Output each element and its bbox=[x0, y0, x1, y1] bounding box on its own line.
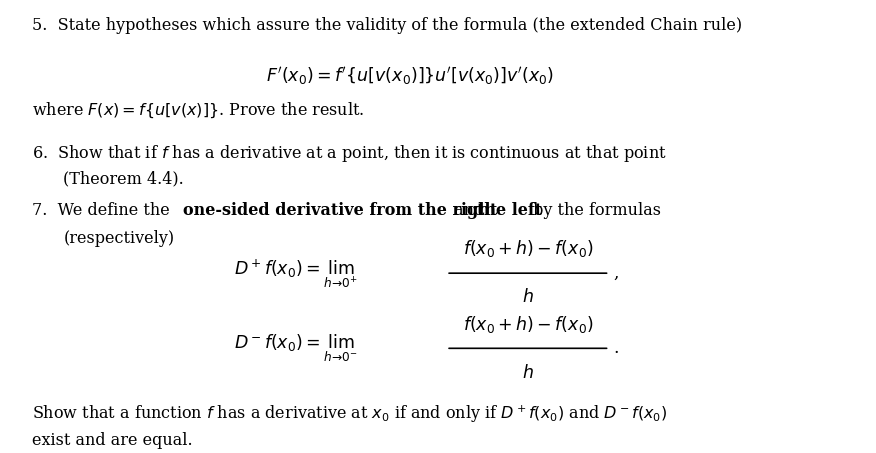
Text: and: and bbox=[449, 202, 489, 219]
Text: .: . bbox=[613, 340, 619, 357]
Text: (Theorem 4.4).: (Theorem 4.4). bbox=[63, 170, 184, 187]
Text: $h$: $h$ bbox=[522, 289, 533, 307]
Text: $F'(x_0) = f'\{u[v(x_0)]\}u'[v(x_0)]v'(x_0)$: $F'(x_0) = f'\{u[v(x_0)]\}u'[v(x_0)]v'(x… bbox=[265, 66, 554, 87]
Text: $h$: $h$ bbox=[522, 364, 533, 381]
Text: the left: the left bbox=[477, 202, 542, 219]
Text: exist and are equal.: exist and are equal. bbox=[32, 432, 193, 449]
Text: 7.  We define the: 7. We define the bbox=[32, 202, 175, 219]
Text: by the formulas: by the formulas bbox=[528, 202, 661, 219]
Text: $D^-f(x_0) = \lim_{h \to 0^-}$: $D^-f(x_0) = \lim_{h \to 0^-}$ bbox=[234, 333, 357, 364]
Text: $f(x_0 + h) - f(x_0)$: $f(x_0 + h) - f(x_0)$ bbox=[463, 313, 593, 334]
Text: Show that a function $f$ has a derivative at $x_0$ if and only if $D^+f(x_0)$ an: Show that a function $f$ has a derivativ… bbox=[32, 404, 668, 425]
Text: 5.  State hypotheses which assure the validity of the formula (the extended Chai: 5. State hypotheses which assure the val… bbox=[32, 17, 743, 34]
Text: $f(x_0 + h) - f(x_0)$: $f(x_0 + h) - f(x_0)$ bbox=[463, 238, 593, 260]
Text: 6.  Show that if $f$ has a derivative at a point, then it is continuous at that : 6. Show that if $f$ has a derivative at … bbox=[32, 143, 668, 164]
Text: one-sided derivative from the right: one-sided derivative from the right bbox=[182, 202, 497, 219]
Text: ,: , bbox=[613, 265, 619, 282]
Text: $D^+f(x_0) = \lim_{h \to 0^+}$: $D^+f(x_0) = \lim_{h \to 0^+}$ bbox=[234, 257, 357, 289]
Text: where $F(x) = f\{u[v(x)]\}$. Prove the result.: where $F(x) = f\{u[v(x)]\}$. Prove the r… bbox=[32, 101, 364, 120]
Text: (respectively): (respectively) bbox=[63, 230, 174, 247]
